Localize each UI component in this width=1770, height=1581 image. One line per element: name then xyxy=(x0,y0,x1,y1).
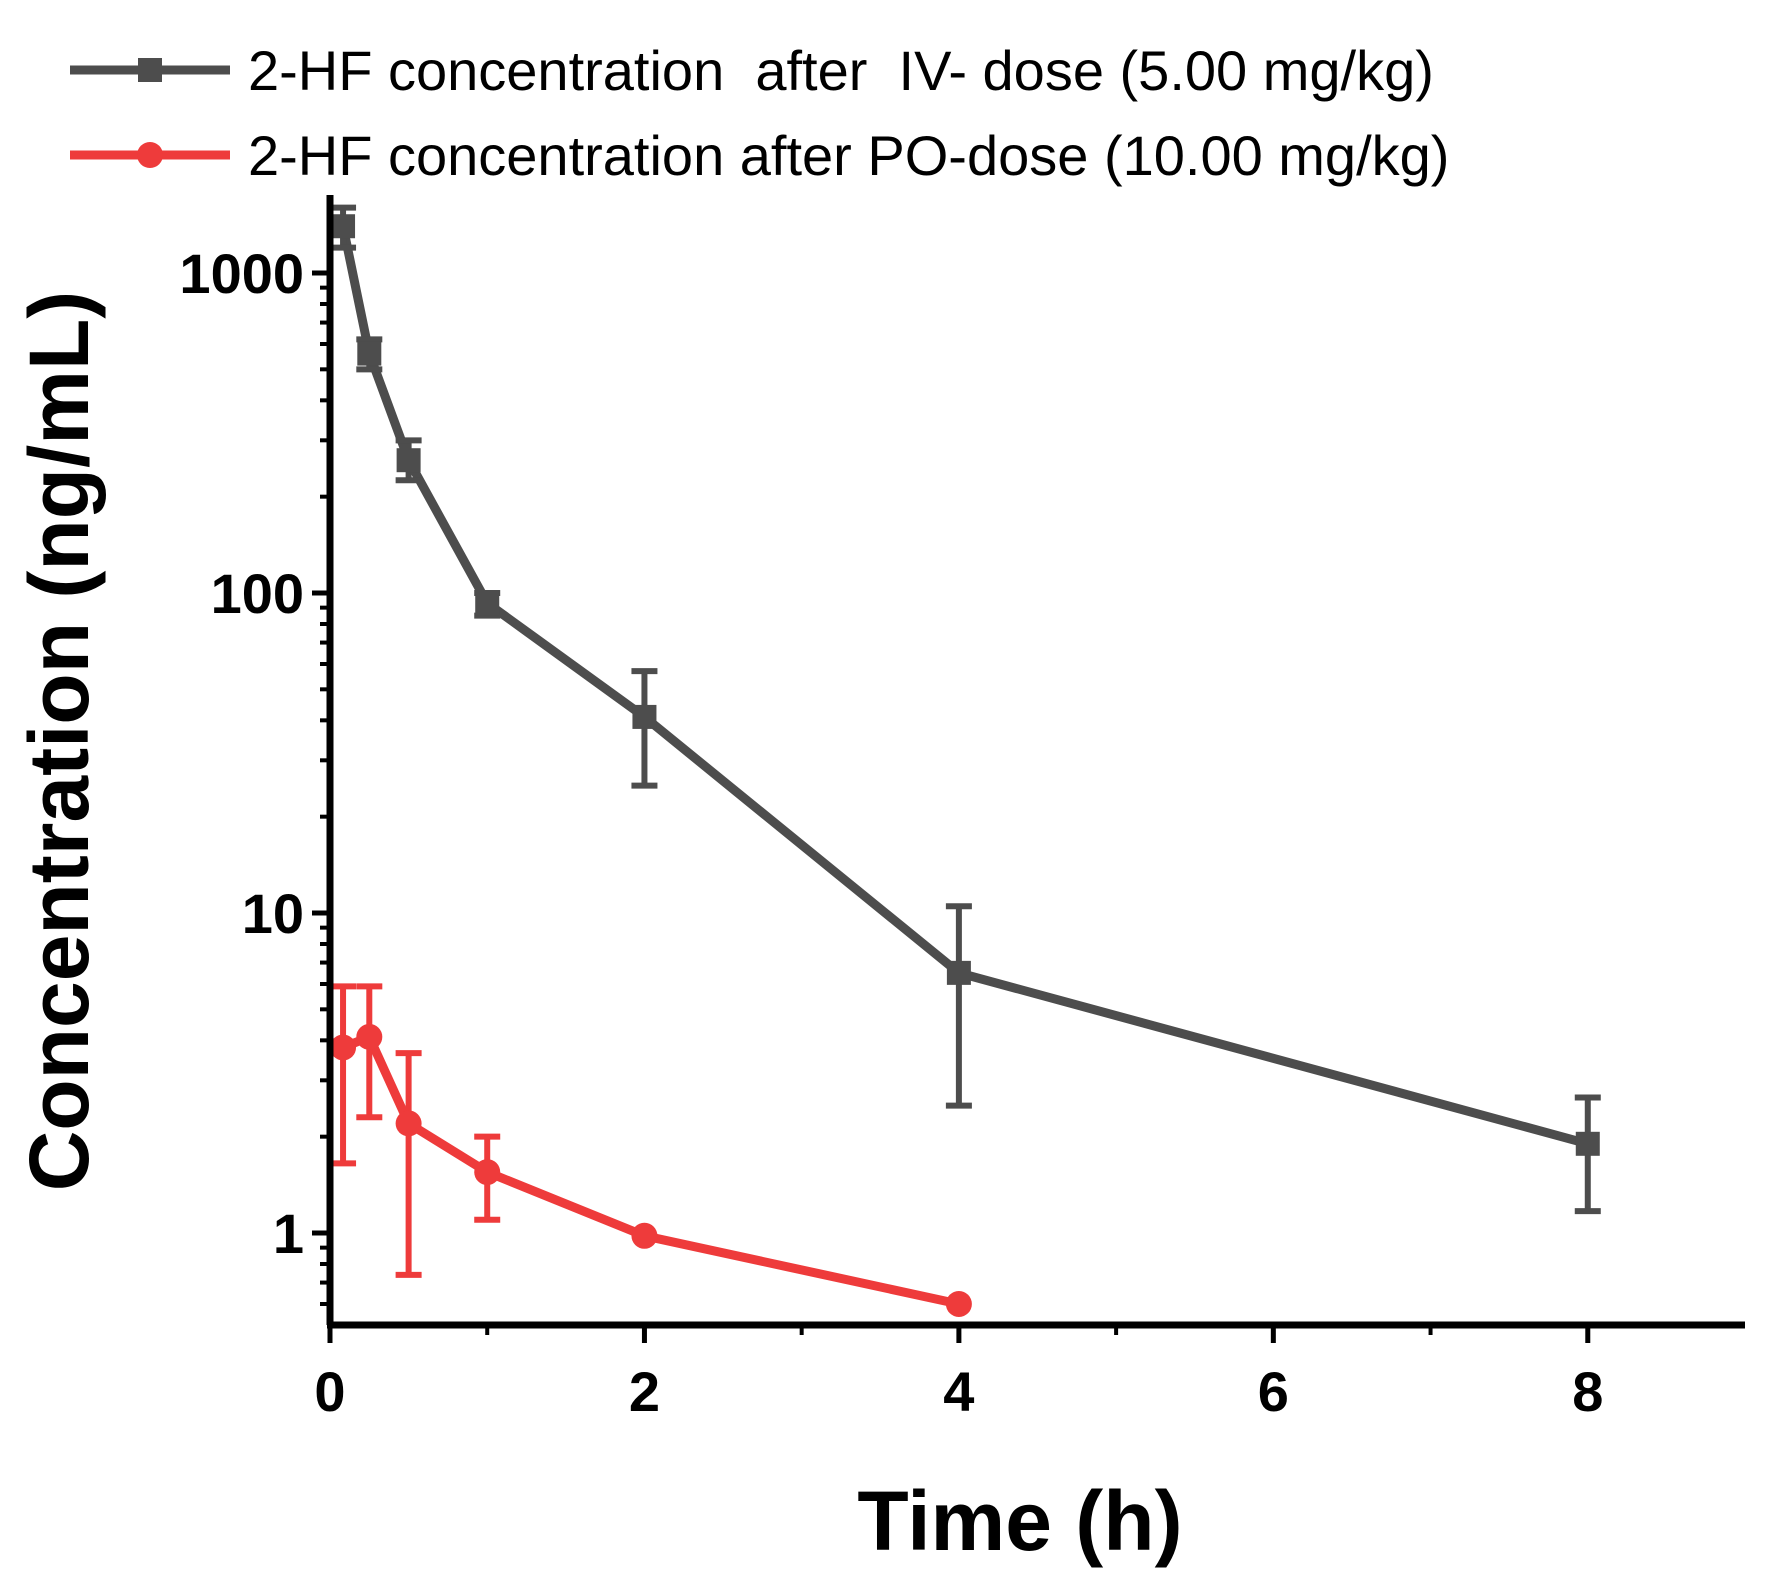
x-tick-label: 2 xyxy=(629,1360,660,1423)
series-iv xyxy=(330,204,1601,1215)
legend-marker xyxy=(138,58,162,82)
data-point xyxy=(357,341,382,366)
data-point xyxy=(474,1159,501,1186)
legend-label: 2-HF concentration after IV- dose (5.00 … xyxy=(248,39,1434,102)
x-tick-label: 0 xyxy=(314,1360,345,1423)
data-point xyxy=(331,214,356,239)
legend-label: 2-HF concentration after PO-dose (10.00 … xyxy=(248,124,1449,187)
x-axis-title: Time (h) xyxy=(857,1474,1182,1568)
y-tick-label: 100 xyxy=(211,562,304,625)
data-point xyxy=(945,1290,972,1317)
x-tick-label: 6 xyxy=(1258,1360,1289,1423)
data-point xyxy=(396,448,421,473)
data-point xyxy=(946,960,971,985)
legend-marker xyxy=(137,142,163,168)
data-point xyxy=(632,704,657,729)
y-axis-title: Concentration (ng/mL) xyxy=(12,291,106,1192)
plot-area xyxy=(330,204,1601,1317)
data-point xyxy=(475,591,500,616)
series-line xyxy=(341,1032,960,1309)
x-tick-label: 4 xyxy=(943,1360,974,1423)
y-tick-label: 1000 xyxy=(179,242,304,305)
y-tick-label: 10 xyxy=(242,882,304,945)
axes: 0 2 4 6 8 1 10 100 1000 xyxy=(179,195,1745,1423)
legend: 2-HF concentration after IV- dose (5.00 … xyxy=(70,39,1449,187)
data-point xyxy=(356,1023,383,1050)
y-tick-label: 1 xyxy=(273,1202,304,1265)
series-line xyxy=(338,225,1589,1149)
series-po xyxy=(330,983,972,1317)
data-point xyxy=(395,1110,422,1137)
data-point xyxy=(631,1222,658,1249)
data-point xyxy=(1575,1131,1600,1156)
x-tick-label: 8 xyxy=(1572,1360,1603,1423)
data-point xyxy=(330,1034,357,1061)
